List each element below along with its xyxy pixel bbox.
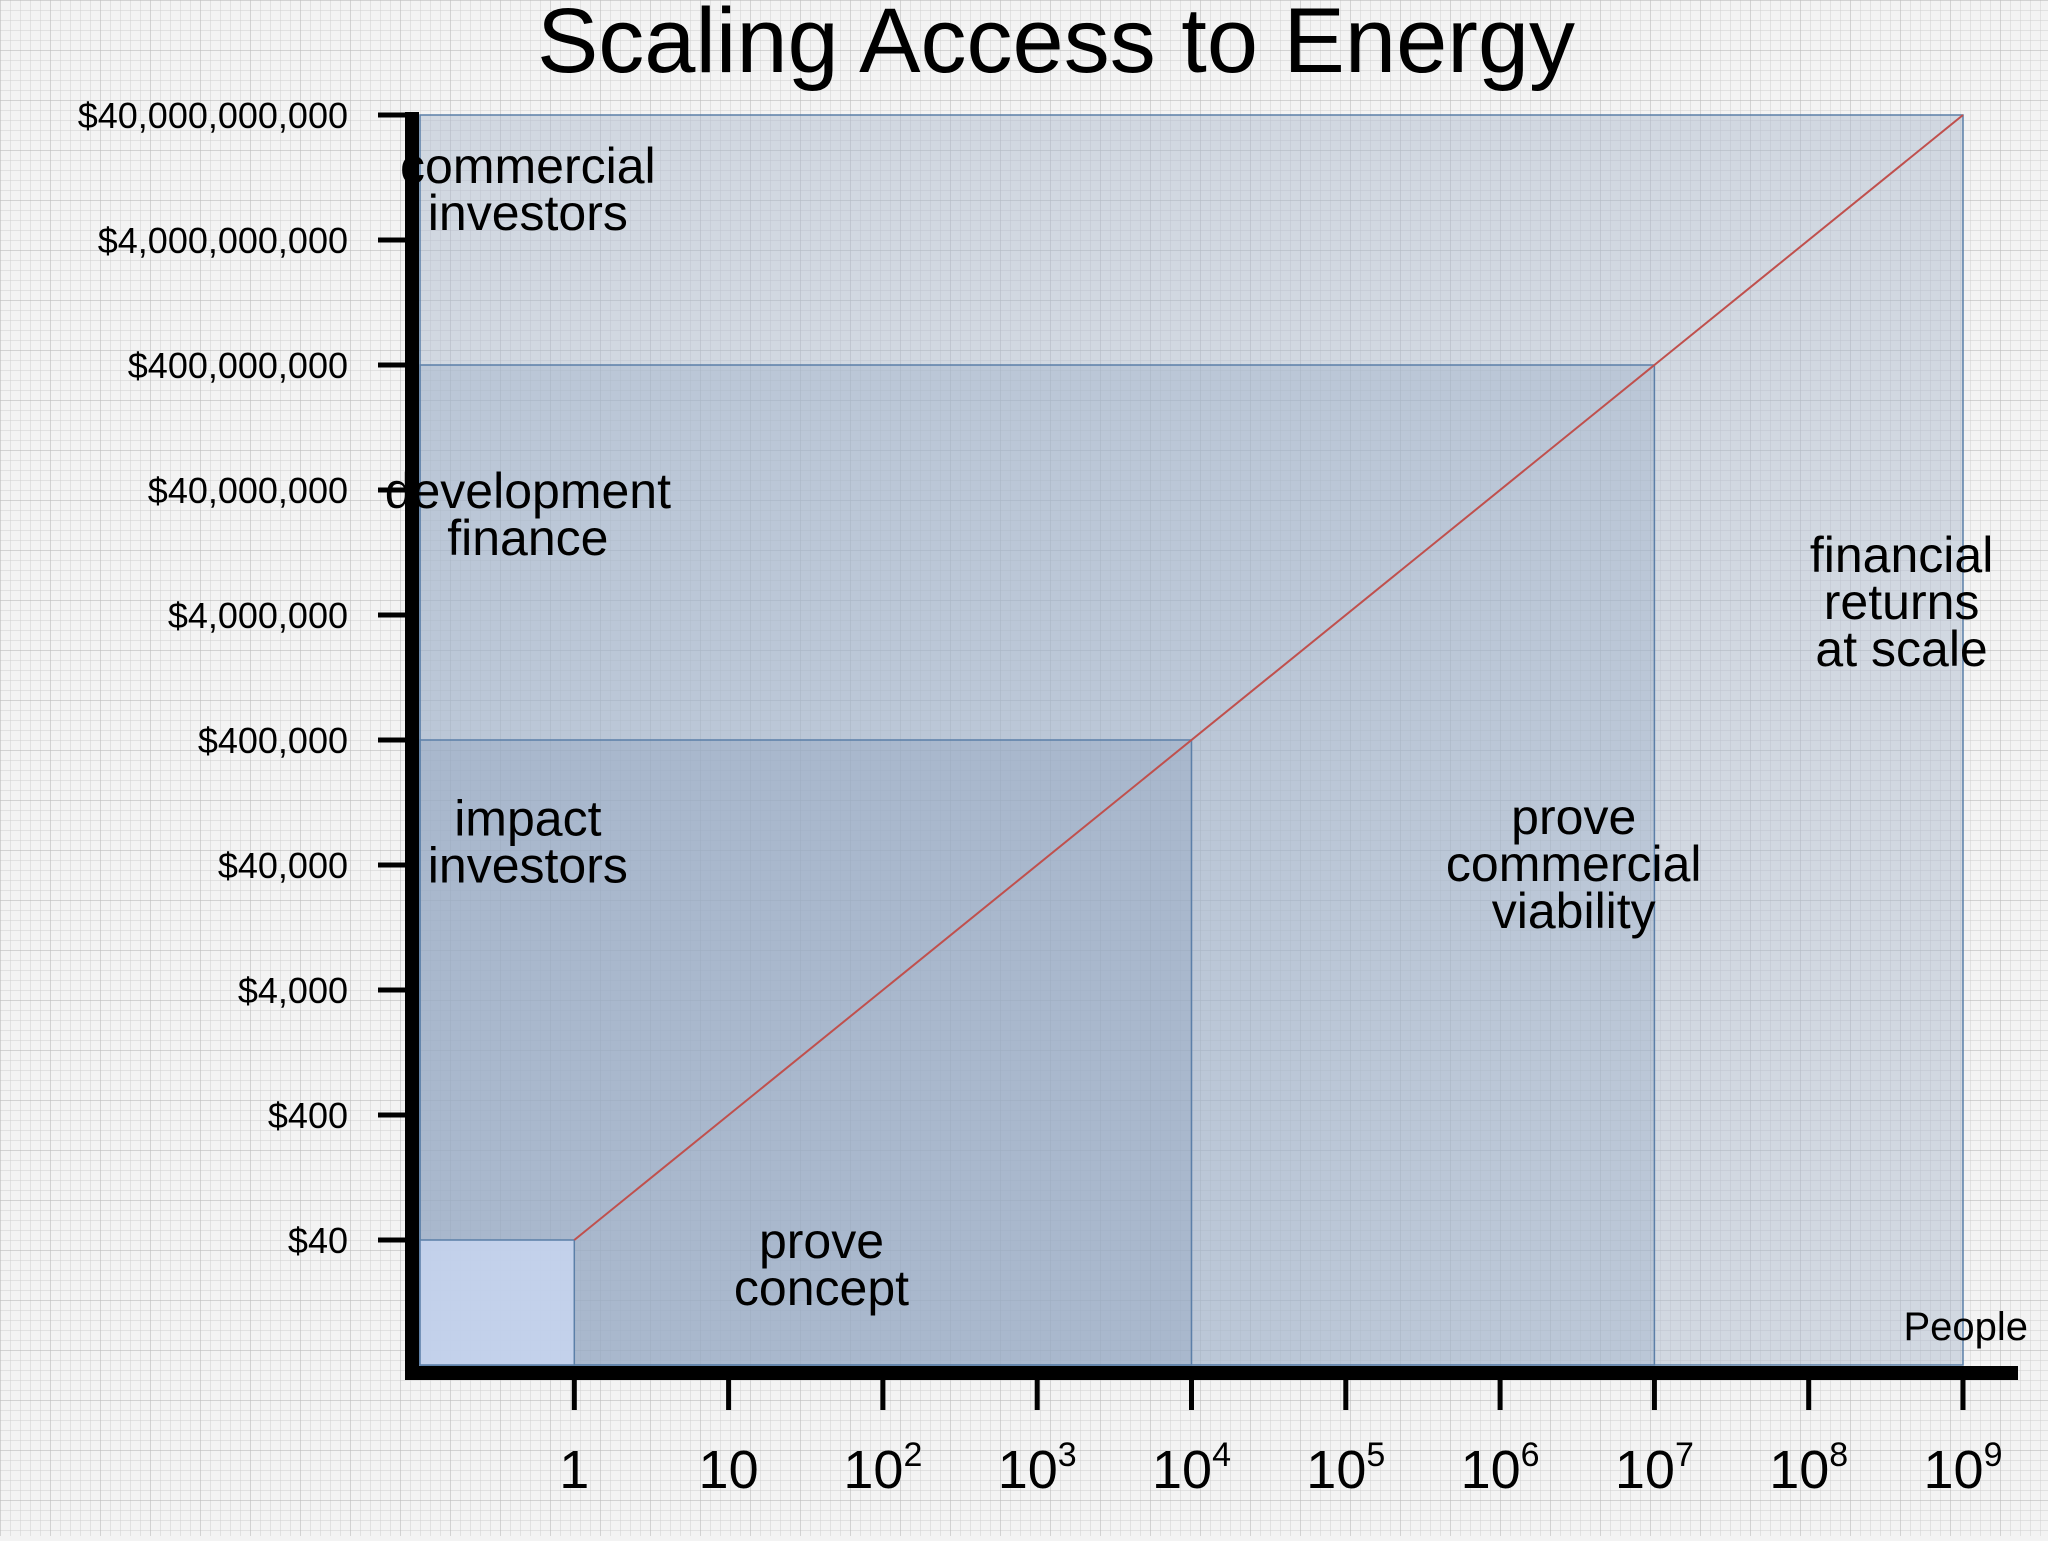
- y-tick-label: $4,000,000: [168, 595, 348, 636]
- x-tick-label: 109: [1924, 1436, 2003, 1500]
- y-tick-label: $40,000,000,000: [78, 95, 348, 136]
- x-tick-label: 1: [559, 1440, 589, 1500]
- x-tick-label: 102: [843, 1436, 922, 1500]
- x-tick-label: 103: [998, 1436, 1077, 1500]
- region-label: prove commercial viability: [1446, 789, 1702, 939]
- y-tick-label: $4,000,000,000: [98, 220, 348, 261]
- x-tick-label: 107: [1615, 1436, 1694, 1500]
- y-tick-label: $400,000,000: [128, 345, 348, 386]
- region-label: impact investors: [428, 790, 628, 893]
- y-tick-label: $40: [288, 1220, 348, 1261]
- x-axis-label: People: [1903, 1305, 2028, 1349]
- series-layer: [573, 114, 1964, 1241]
- y-tick-label: $40,000: [218, 845, 348, 886]
- annotation-layer: commercial investors development finance imp…: [385, 138, 1994, 1316]
- x-tick-label: 104: [1152, 1436, 1231, 1500]
- y-tick-label: $40,000,000: [148, 470, 348, 511]
- region-label: financial returns at scale: [1810, 527, 1993, 677]
- x-tick-label: 10: [699, 1440, 759, 1500]
- region-origin: [419, 1239, 576, 1366]
- y-tick-label: $400,000: [198, 720, 348, 761]
- series-line: [573, 114, 1964, 1241]
- axes-layer: $40 $400 $4,000 $40,000 $400,000 $4,000,000 $4…: [78, 95, 2018, 1500]
- x-tick-label: 105: [1306, 1436, 1385, 1500]
- x-tick-label: 106: [1461, 1436, 1540, 1500]
- region-label: commercial investors: [400, 138, 656, 241]
- chart-title: Scaling Access to Energy: [537, 0, 1575, 92]
- region-label: development finance: [385, 463, 671, 566]
- y-tick-label: $400: [268, 1095, 348, 1136]
- region-label: prove concept: [734, 1213, 909, 1316]
- y-tick-label: $4,000: [238, 970, 348, 1011]
- x-tick-label: 108: [1769, 1436, 1848, 1500]
